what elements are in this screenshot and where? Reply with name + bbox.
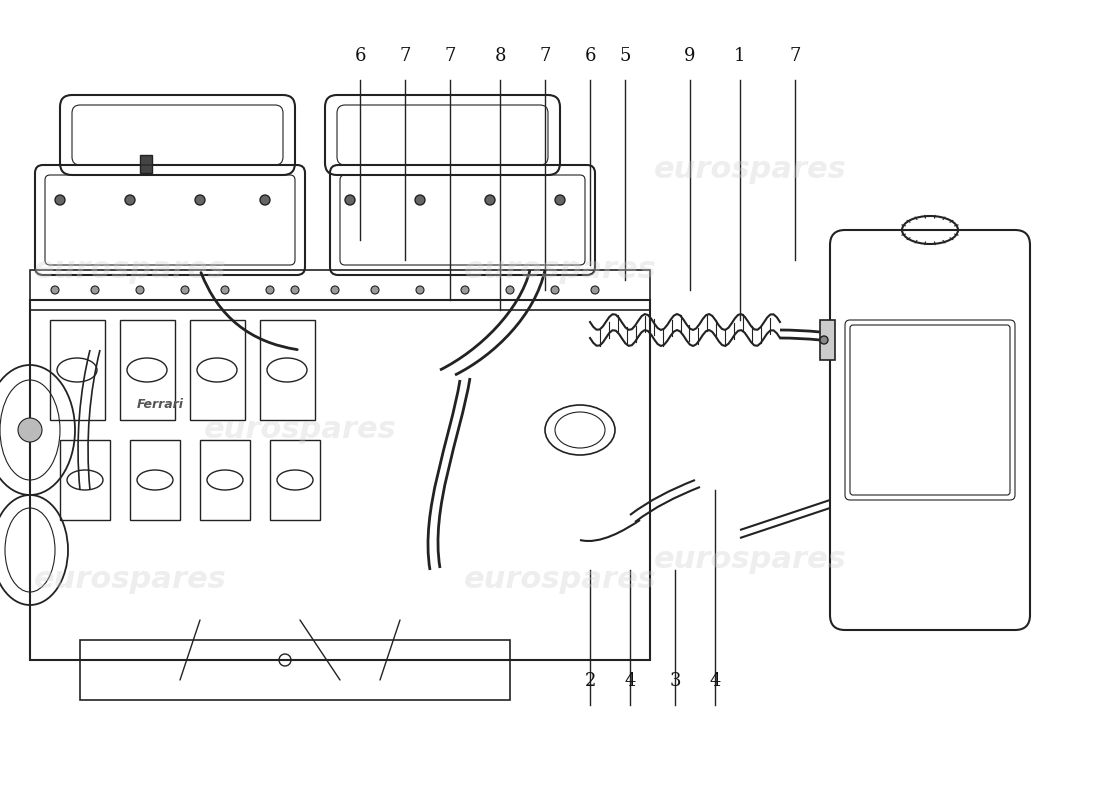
Bar <box>200 440 250 520</box>
Text: 7: 7 <box>444 47 455 65</box>
Text: 1: 1 <box>735 47 746 65</box>
Ellipse shape <box>551 286 559 294</box>
Text: 6: 6 <box>584 47 596 65</box>
Text: 4: 4 <box>625 672 636 690</box>
Bar <box>820 320 835 360</box>
Ellipse shape <box>195 195 205 205</box>
Ellipse shape <box>415 195 425 205</box>
Ellipse shape <box>345 195 355 205</box>
Ellipse shape <box>260 195 270 205</box>
Bar <box>50 320 104 420</box>
Text: 7: 7 <box>399 47 410 65</box>
Bar <box>260 320 315 420</box>
Text: eurospares: eurospares <box>463 566 657 594</box>
Bar <box>30 270 650 310</box>
Bar <box>130 440 180 520</box>
Ellipse shape <box>125 195 135 205</box>
Text: eurospares: eurospares <box>34 255 227 285</box>
Ellipse shape <box>221 286 229 294</box>
Text: 8: 8 <box>494 47 506 65</box>
Ellipse shape <box>292 286 299 294</box>
Ellipse shape <box>182 286 189 294</box>
Ellipse shape <box>416 286 424 294</box>
Ellipse shape <box>91 286 99 294</box>
Ellipse shape <box>266 286 274 294</box>
Text: Ferrari: Ferrari <box>136 398 184 411</box>
Text: eurospares: eurospares <box>653 546 846 574</box>
Text: 9: 9 <box>684 47 695 65</box>
Ellipse shape <box>461 286 469 294</box>
Ellipse shape <box>18 418 42 442</box>
Bar <box>60 440 110 520</box>
Bar <box>120 320 175 420</box>
Ellipse shape <box>485 195 495 205</box>
Text: eurospares: eurospares <box>463 255 657 285</box>
Bar <box>140 155 152 173</box>
Text: 3: 3 <box>669 672 681 690</box>
Text: 4: 4 <box>710 672 720 690</box>
Ellipse shape <box>51 286 59 294</box>
Bar <box>30 300 650 660</box>
Bar <box>80 640 510 700</box>
Text: eurospares: eurospares <box>653 155 846 185</box>
Ellipse shape <box>591 286 600 294</box>
Text: eurospares: eurospares <box>34 566 227 594</box>
Text: 7: 7 <box>790 47 801 65</box>
Ellipse shape <box>820 336 828 344</box>
Ellipse shape <box>556 195 565 205</box>
Ellipse shape <box>55 195 65 205</box>
Ellipse shape <box>331 286 339 294</box>
Text: 2: 2 <box>584 672 596 690</box>
Ellipse shape <box>371 286 380 294</box>
Text: 7: 7 <box>539 47 551 65</box>
Bar <box>190 320 245 420</box>
Ellipse shape <box>136 286 144 294</box>
Text: 5: 5 <box>619 47 630 65</box>
Ellipse shape <box>506 286 514 294</box>
Bar <box>270 440 320 520</box>
Text: eurospares: eurospares <box>204 415 396 445</box>
Text: 6: 6 <box>354 47 365 65</box>
